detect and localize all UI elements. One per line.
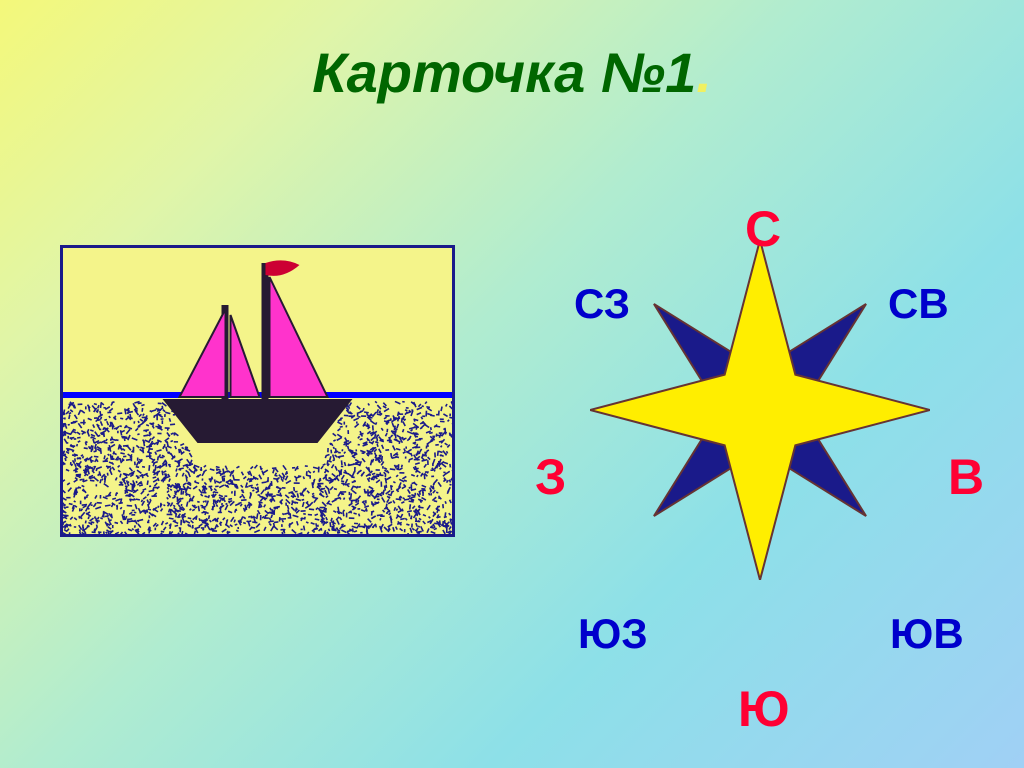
title-dot: . [696, 41, 712, 104]
compass-label-se: ЮВ [890, 610, 964, 658]
compass-label-ne: СВ [888, 280, 949, 328]
compass-label-w: З [535, 448, 566, 506]
compass-label-n: С [745, 200, 781, 258]
slide: Карточка №1. С Ю З В СЗ СВ ЮЗ ЮВ [0, 0, 1024, 768]
slide-title: Карточка №1. [0, 40, 1024, 105]
compass-label-e: В [948, 448, 984, 506]
compass-label-s: Ю [738, 680, 790, 738]
compass-rose: С Ю З В СЗ СВ ЮЗ ЮВ [520, 130, 990, 690]
title-text: Карточка №1 [312, 41, 696, 104]
compass-label-nw: СЗ [574, 280, 630, 328]
compass-svg [590, 240, 930, 580]
ship-svg [60, 245, 455, 537]
compass-label-sw: ЮЗ [578, 610, 648, 658]
ship-illustration [60, 245, 455, 542]
